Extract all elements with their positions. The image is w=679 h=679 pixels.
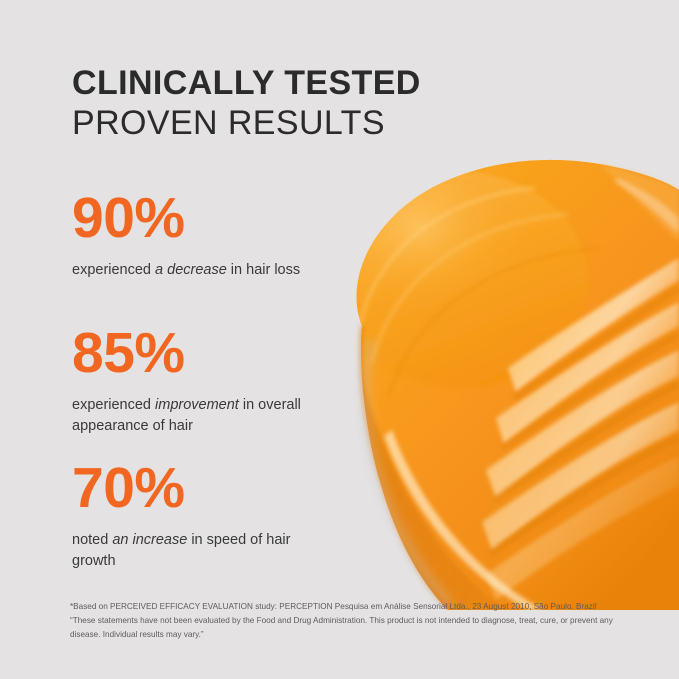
stat-desc-emphasis: a decrease bbox=[155, 262, 227, 278]
stat-desc-emphasis: improvement bbox=[155, 397, 239, 413]
stat-desc-post: in overall appearance of hair bbox=[72, 397, 301, 435]
gel-swatch-image bbox=[300, 130, 679, 610]
disclaimer-line-2: “These statements have not been evaluate… bbox=[70, 616, 613, 639]
stat-block: 70% noted an increase in speed of hair g… bbox=[72, 460, 312, 572]
stat-block: 90% experienced a decrease in hair loss bbox=[72, 190, 312, 281]
disclaimer: *Based on PERCEIVED EFFICACY EVALUATION … bbox=[70, 600, 645, 641]
stat-description: experienced a decrease in hair loss bbox=[72, 260, 312, 281]
stat-desc-post: in hair loss bbox=[226, 262, 301, 278]
stat-value: 70% bbox=[72, 456, 185, 520]
stat-desc-pre: noted bbox=[72, 532, 113, 548]
page-title: CLINICALLY TESTED PROVEN RESULTS bbox=[72, 66, 421, 140]
stat-value: 90% bbox=[72, 186, 185, 250]
stat-desc-post: in speed of hair growth bbox=[72, 532, 291, 570]
stat-desc-pre: experienced bbox=[72, 262, 156, 278]
stat-desc-pre: experienced bbox=[72, 397, 156, 413]
stat-description: experienced improvement in overall appea… bbox=[72, 395, 312, 437]
stat-desc-emphasis: an increase bbox=[112, 532, 188, 548]
stat-block: 85% experienced improvement in overall a… bbox=[72, 325, 312, 437]
headline-line-2: PROVEN RESULTS bbox=[72, 104, 385, 142]
stat-description: noted an increase in speed of hair growt… bbox=[72, 530, 312, 572]
headline-line-1: CLINICALLY TESTED bbox=[72, 64, 421, 102]
stat-value: 85% bbox=[72, 321, 185, 385]
disclaimer-line-1: *Based on PERCEIVED EFFICACY EVALUATION … bbox=[70, 602, 597, 611]
